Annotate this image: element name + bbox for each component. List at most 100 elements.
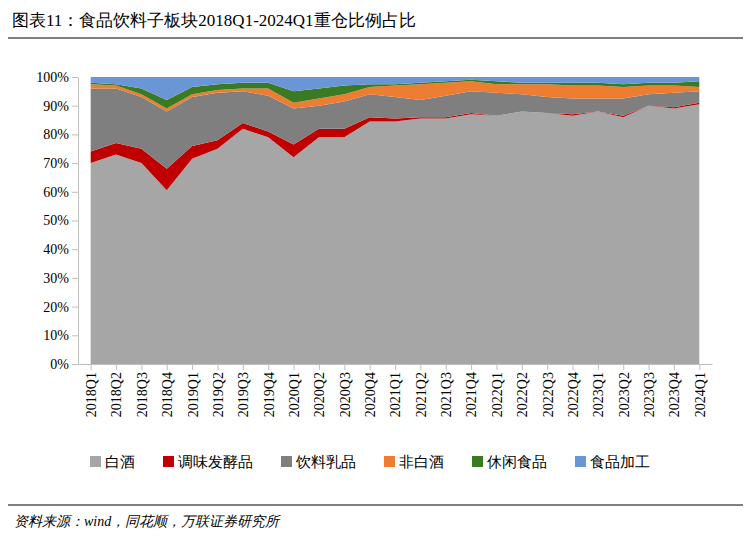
y-tick-mark	[72, 106, 78, 107]
x-tick-label: 2022Q1	[490, 372, 505, 417]
x-tick: 2020Q1	[287, 364, 302, 417]
x-tick-mark	[623, 364, 624, 370]
title-rule	[8, 37, 743, 38]
x-tick-label: 2021Q3	[439, 372, 454, 417]
x-tick-label: 2019Q3	[236, 372, 251, 417]
x-tick-mark	[116, 364, 117, 370]
legend-label: 食品加工	[590, 454, 650, 470]
source-rule	[8, 505, 743, 506]
x-tick: 2020Q3	[338, 364, 353, 417]
x-tick-mark	[243, 364, 244, 370]
legend-item: 休闲食品	[472, 454, 547, 470]
legend: 白酒调味发酵品饮料乳品非白酒休闲食品食品加工	[90, 454, 650, 470]
legend-swatch	[163, 456, 174, 467]
x-tick-label: 2023Q4	[667, 372, 682, 417]
y-tick-label: 40%	[43, 242, 69, 257]
x-tick-label: 2023Q2	[617, 372, 632, 417]
x-tick: 2019Q1	[186, 364, 201, 417]
x-tick: 2022Q4	[566, 364, 581, 417]
source: 资料来源：wind，同花顺，万联证券研究所	[14, 514, 281, 529]
y-tick-label: 100%	[36, 70, 69, 85]
legend-swatch	[472, 456, 483, 467]
y-tick: 90%	[43, 99, 78, 114]
x-tick-label: 2018Q4	[160, 372, 175, 417]
y-tick-mark	[72, 307, 78, 308]
x-tick-mark	[674, 364, 675, 370]
x-tick-mark	[192, 364, 193, 370]
x-tick-mark	[471, 364, 472, 370]
y-tick: 40%	[43, 242, 78, 257]
x-tick: 2023Q1	[591, 364, 606, 417]
legend-item: 非白酒	[384, 454, 444, 470]
x-tick-label: 2019Q2	[211, 372, 226, 417]
x-tick-label: 2020Q4	[363, 372, 378, 417]
x-tick-label: 2023Q1	[591, 372, 606, 417]
y-tick-label: 10%	[43, 328, 69, 343]
y-tick-label: 90%	[43, 99, 69, 114]
x-tick: 2018Q2	[109, 364, 124, 417]
y-tick: 30%	[43, 271, 78, 286]
x-tick-mark	[547, 364, 548, 370]
x-tick-mark	[141, 364, 142, 370]
chart: 图表11：食品饮料子板块2018Q1-2024Q1重仓比例占比 0% 10% 20% 3…	[0, 0, 751, 540]
x-tick-label: 2021Q4	[464, 372, 479, 417]
x-tick-mark	[446, 364, 447, 370]
y-tick-mark	[72, 249, 78, 250]
x-tick: 2021Q4	[464, 364, 479, 417]
x-tick: 2019Q3	[236, 364, 251, 417]
y-tick-label: 0%	[50, 357, 69, 372]
y-tick-label: 50%	[43, 213, 69, 228]
x-tick-label: 2018Q2	[109, 372, 124, 417]
legend-swatch	[90, 456, 101, 467]
y-tick: 70%	[43, 156, 78, 171]
x-tick-label: 2020Q1	[287, 372, 302, 417]
y-axis: 0% 10% 20% 30% 40% 50% 60% 70% 80% 90% 100%	[36, 70, 78, 372]
x-tick-mark	[217, 364, 218, 370]
x-tick-mark	[167, 364, 168, 370]
x-tick: 2022Q2	[515, 364, 530, 417]
legend-swatch	[575, 456, 586, 467]
x-tick-label: 2022Q2	[515, 372, 530, 417]
y-tick-mark	[72, 278, 78, 279]
x-tick: 2020Q2	[312, 364, 327, 417]
x-tick-mark	[319, 364, 320, 370]
y-tick-mark	[72, 134, 78, 135]
x-tick-label: 2021Q1	[388, 372, 403, 417]
x-tick-mark	[91, 364, 92, 370]
x-tick: 2020Q4	[363, 364, 378, 417]
x-tick-mark	[649, 364, 650, 370]
x-tick-label: 2023Q3	[642, 372, 657, 417]
x-tick: 2021Q3	[439, 364, 454, 417]
x-tick: 2018Q1	[84, 364, 99, 417]
x-tick-label: 2020Q2	[312, 372, 327, 417]
y-tick-mark	[72, 335, 78, 336]
y-tick-label: 80%	[43, 127, 69, 142]
y-tick-mark	[72, 192, 78, 193]
x-tick: 2018Q4	[160, 364, 175, 417]
x-tick: 2022Q1	[490, 364, 505, 417]
x-tick: 2021Q2	[414, 364, 429, 417]
y-tick: 0%	[50, 357, 78, 372]
x-tick-mark	[395, 364, 396, 370]
y-tick: 50%	[43, 213, 78, 228]
y-tick: 10%	[43, 328, 78, 343]
x-tick-label: 2019Q4	[262, 372, 277, 417]
x-tick-label: 2024Q1	[693, 372, 708, 417]
x-tick: 2021Q1	[388, 364, 403, 417]
y-tick-label: 70%	[43, 156, 69, 171]
x-tick-label: 2019Q1	[186, 372, 201, 417]
y-tick: 60%	[43, 185, 78, 200]
legend-label: 白酒	[105, 454, 135, 470]
x-tick-mark	[699, 364, 700, 370]
x-axis: 2018Q12018Q22018Q32018Q42019Q12019Q22019…	[79, 364, 713, 417]
x-tick-mark	[344, 364, 345, 370]
legend-label: 非白酒	[399, 454, 444, 470]
x-tick: 2023Q4	[667, 364, 682, 417]
y-tick: 20%	[43, 300, 78, 315]
x-tick-mark	[598, 364, 599, 370]
y-tick-label: 60%	[43, 185, 69, 200]
y-tick-mark	[72, 163, 78, 164]
y-tick: 100%	[36, 70, 78, 85]
legend-swatch	[384, 456, 395, 467]
title: 图表11：食品饮料子板块2018Q1-2024Q1重仓比例占比	[12, 11, 416, 30]
